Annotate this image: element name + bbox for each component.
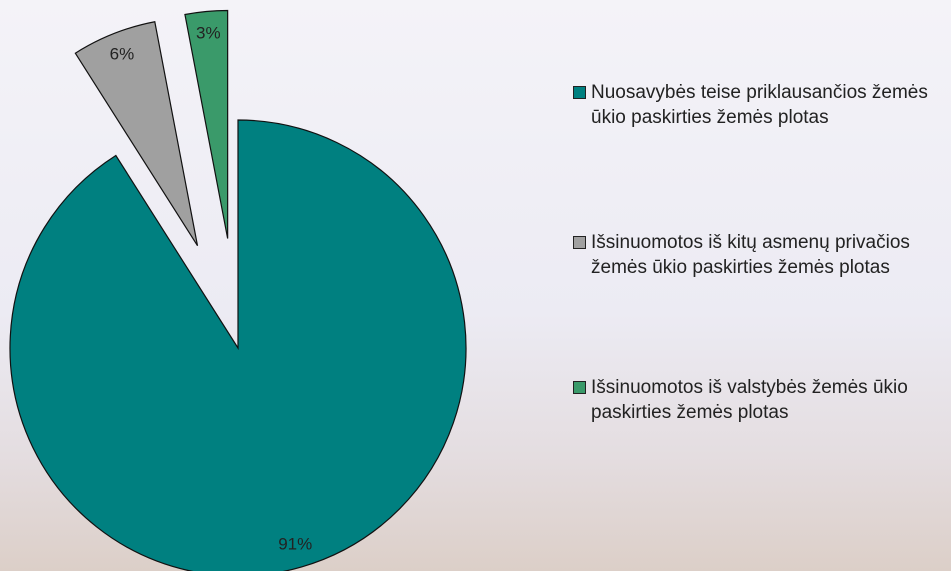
pie-slice bbox=[184, 9, 229, 239]
legend-swatch bbox=[573, 236, 586, 249]
legend-item: Nuosavybės teise priklausančios žemės ūk… bbox=[573, 80, 951, 130]
legend-item: Išsinuomotos iš kitų asmenų privačios že… bbox=[573, 230, 951, 280]
legend-label: Išsinuomotos iš valstybės žemės ūkio pas… bbox=[591, 377, 908, 423]
data-label: 91% bbox=[278, 535, 312, 554]
legend-label: Nuosavybės teise priklausančios žemės ūk… bbox=[591, 82, 928, 128]
legend-label: Išsinuomotos iš kitų asmenų privačios že… bbox=[591, 232, 910, 278]
pie-slice bbox=[74, 21, 199, 247]
chart: 91% 6% 3% bbox=[9, 9, 467, 571]
pie-slice bbox=[9, 119, 467, 571]
legend-swatch bbox=[573, 86, 586, 99]
legend-item: Išsinuomotos iš valstybės žemės ūkio pas… bbox=[573, 375, 951, 425]
legend-swatch bbox=[573, 381, 586, 394]
data-label: 3% bbox=[196, 24, 221, 43]
data-label: 6% bbox=[110, 44, 135, 63]
